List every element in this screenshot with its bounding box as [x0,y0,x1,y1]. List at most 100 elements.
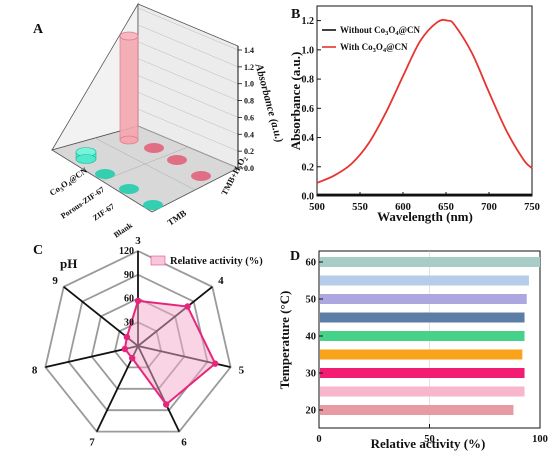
radar-tick-label: 90 [124,270,134,281]
panel-a-z-tick-label: 1.0 [244,80,254,89]
panel-d-horizontal-bar-chart: D 0 50 100 20 30 40 50 60 Relative activity (%)… [277,249,548,451]
panel-b-x-tick-label: 650 [438,202,454,213]
panel-a-z-gridline [137,108,239,152]
panel-a-z-gridline [137,92,239,135]
bar-co3o4cn-tmb-h2o2-top [119,31,139,41]
bar-temperature-50 [320,294,527,304]
bar-blank-tmb-h2o2 [191,171,211,181]
radar-data-point [128,354,136,362]
panel-a-z-gridline [137,24,239,68]
panel-a-row-label-co3o4cn: Co3O4@CN [48,165,91,200]
panel-d-bars [320,257,540,415]
radar-category-label: 3 [135,235,141,247]
panel-c-series [121,297,219,408]
legend-label-relative-activity: Relative activity (%) [170,256,263,267]
bar-porous-zif-67-tmb-h2o2 [144,143,164,153]
panel-b-y-tick-label: 1.0 [302,45,315,56]
radar-category-label: 8 [32,365,38,377]
bar-temperature-40 [320,331,525,341]
radar-data-point [211,360,219,367]
panel-b-x-tick-label: 600 [395,202,411,213]
panel-a-bars [75,31,211,210]
panel-b-x-tick-label: 500 [309,202,325,213]
panel-a-z-gridlines [137,7,242,169]
panel-b-x-tick-label: 750 [524,202,540,213]
panel-c-axis-title: pH [60,256,77,271]
radar-tick-label: 120 [119,246,134,257]
panel-a-letter: A [33,22,44,37]
bar-temperature-60 [320,257,540,267]
bar-temperature-30 [320,368,525,378]
radar-gridline [67,273,209,412]
panel-d-y-tick-label: 40 [306,332,317,343]
panel-b-y-tick-label: 0.2 [302,162,315,173]
radar-category-label: 7 [89,437,95,449]
panel-b-y-tick-label: 1.2 [302,16,315,27]
panel-a-z-tick-label: 1.4 [244,46,254,55]
radar-category-label: 6 [181,437,187,449]
bar-co3o4cn-tmb-h2o2-base [119,135,139,145]
panel-b-plot-frame [316,5,533,197]
bar-porous-zif-67-tmb [95,169,115,179]
panel-b-legend: Without Co3O4@CN With Co3O4@CN [322,25,420,54]
panel-a-z-gridline [137,7,239,51]
panel-d-ticks: 0 50 100 20 30 40 50 60 [306,258,548,446]
radar-tick-label: 30 [124,317,134,328]
panel-b-x-tick-label: 700 [481,202,497,213]
bar-zif-67-tmb [119,184,139,194]
panel-a-z-tick-label: 0.8 [244,97,254,106]
panel-a-z-tick-labels: 0.0 0.2 0.4 0.6 0.8 1.0 1.2 1.4 [244,46,254,173]
panel-a-z-tick-label: 0.2 [244,147,254,156]
bar-temperature-35 [320,349,523,360]
radar-data-point [184,303,191,310]
radar-data-point [162,401,170,408]
panel-a-3d-bar-chart: A 0.0 0.2 0.4 0.6 0.8 1.0 1.2 1.4 Absorbance (a… [33,2,285,240]
panel-d-x-tick-label: 0 [316,434,321,445]
panel-d-x-tick-label: 100 [532,434,548,445]
panel-d-y-tick-label: 60 [306,258,317,269]
panel-a-z-tick-label: 0.6 [244,113,254,122]
panel-b-y-tick-label: 0.8 [302,75,315,86]
bar-temperature-25 [320,386,525,397]
panel-d-letter: D [290,249,300,264]
panel-d-x-axis-title: Relative activity (%) [371,436,486,451]
panel-d-x-tick-label: 50 [424,434,435,445]
bar-zif-67-tmb-h2o2 [167,155,187,165]
panel-a-z-axis-title: Absorbance (a.u.) [252,62,285,144]
bar-co3o4cn-tmb-h2o2 [119,35,139,141]
panel-a-floor-gridline [101,146,189,182]
panel-b-series [316,18,533,196]
radar-data-point [123,333,131,341]
panel-b-y-axis-title: Absorbance (a.u.) [288,52,303,151]
panel-b-line-chart: B 0.0 0.2 0.4 0.6 0.8 1.0 1.2 500 550 600 650 700 7… [288,5,540,224]
panel-b-y-tick-label: 0.0 [302,192,315,203]
legend-label-with: With Co3O4@CN [340,42,408,54]
panel-d-y-axis-title: Temperature (°C) [277,291,292,390]
panel-b-y-tick-label: 0.6 [302,104,315,115]
panel-a-z-gridline [137,125,239,169]
bar-co3o4cn-tmb-base [75,154,97,164]
panel-a-z-tick-label: 0.0 [244,164,254,173]
radar-data-point [121,345,129,353]
panel-b-x-axis-title: Wavelength (nm) [377,209,473,224]
panel-b-x-tick-label: 550 [352,202,368,213]
series-line-with-co3o4cn [316,18,533,184]
panel-c-legend: Relative activity (%) [150,255,263,267]
panel-d-y-tick-label: 50 [306,295,317,306]
radar-data-point [134,297,142,305]
panel-d-y-tick-label: 20 [306,406,317,417]
radar-category-label: 5 [239,365,245,377]
panel-a-row-label-zif-67: ZIF-67 [91,202,116,223]
panel-a-z-gridline [137,58,239,101]
panel-a-z-tick-label: 0.4 [244,130,254,139]
panel-a-z-tick-label: 1.2 [244,63,254,72]
radar-category-label: 4 [218,275,224,287]
panel-a-z-gridline [137,75,239,118]
panel-c-letter: C [33,243,43,258]
radar-category-label: 9 [52,275,58,287]
bar-temperature-55 [320,275,529,286]
radar-gridline [44,250,232,433]
